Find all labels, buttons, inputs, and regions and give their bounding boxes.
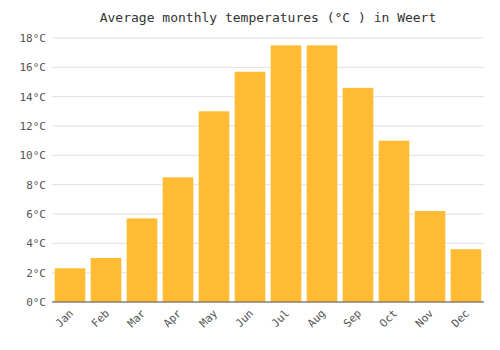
- y-tick-label: 6°C: [26, 208, 46, 221]
- bar: Mar: [127, 218, 158, 302]
- y-tick-label: 12°C: [20, 120, 47, 133]
- bar: Feb: [91, 258, 122, 302]
- x-tick-label: Dec: [449, 307, 472, 330]
- x-axis-line: [52, 302, 484, 303]
- bar: Oct: [379, 141, 410, 302]
- bar: Apr: [163, 177, 194, 302]
- bar: May: [199, 111, 230, 302]
- bar: Aug: [307, 45, 338, 302]
- x-tick-label: Feb: [89, 307, 112, 330]
- y-tick-label: 16°C: [20, 61, 47, 74]
- y-tick-label: 0°C: [26, 296, 46, 309]
- grid-line: [52, 184, 484, 185]
- y-axis: 0°C 2°C 4°C 6°C 8°C 10°C 12°C 14°C 16°C 18°C: [20, 32, 47, 309]
- x-tick-label: May: [197, 307, 221, 331]
- bar: Nov: [415, 211, 446, 302]
- y-tick-label: 4°C: [26, 237, 46, 250]
- y-tick-label: 2°C: [26, 267, 46, 280]
- grid-line: [52, 155, 484, 156]
- x-tick-label: Jan: [53, 307, 76, 330]
- x-tick-label: Nov: [413, 307, 437, 331]
- bar: Jul: [271, 45, 302, 302]
- bar: Jun: [235, 72, 266, 302]
- x-tick-label: Oct: [377, 307, 400, 330]
- y-tick-label: 14°C: [20, 91, 47, 104]
- y-tick-label: 18°C: [20, 32, 47, 45]
- grid-line: [52, 126, 484, 127]
- y-tick-label: 10°C: [20, 149, 47, 162]
- x-tick-label: Apr: [161, 307, 185, 331]
- chart-container: Average monthly temperatures (°C ) in We…: [0, 0, 500, 350]
- x-tick-label: Jul: [269, 307, 292, 330]
- x-tick-label: Mar: [125, 307, 149, 331]
- grid-line: [52, 38, 484, 39]
- chart: Average monthly temperatures (°C ) in We…: [0, 0, 500, 350]
- grid-line: [52, 67, 484, 68]
- x-tick-label: Sep: [341, 307, 364, 330]
- bar: Jan: [55, 268, 86, 302]
- title: Average monthly temperatures (°C ) in We…: [100, 10, 437, 25]
- bars: JanFebMarAprMayJunJulAugSepOctNovDec: [55, 45, 482, 302]
- y-tick-label: 8°C: [26, 179, 46, 192]
- grid: [52, 38, 484, 302]
- grid-line: [52, 96, 484, 97]
- bar: Dec: [451, 249, 482, 302]
- grid-line: [52, 302, 484, 303]
- x-tick-label: Jun: [233, 307, 256, 330]
- x-axis: Jan Feb Mar Apr May Jun Jul Aug Sep Oct Nov Dec: [53, 307, 472, 331]
- x-tick-label: Aug: [305, 307, 328, 330]
- bar: Sep: [343, 88, 374, 302]
